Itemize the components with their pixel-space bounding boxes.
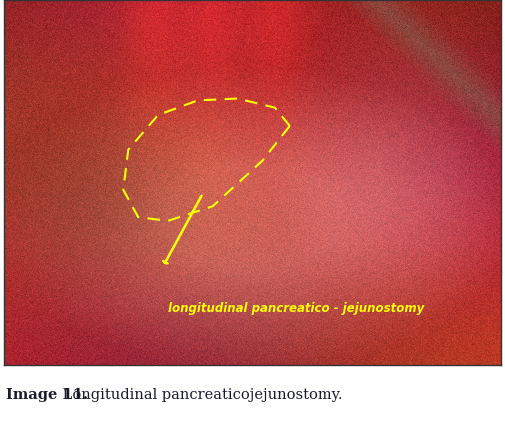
Text: longitudinal pancreatico - jejunostomy: longitudinal pancreatico - jejunostomy <box>168 302 424 315</box>
Text: Longitudinal pancreaticojejunostomy.: Longitudinal pancreaticojejunostomy. <box>58 388 342 402</box>
Text: Image 11.: Image 11. <box>6 388 88 402</box>
